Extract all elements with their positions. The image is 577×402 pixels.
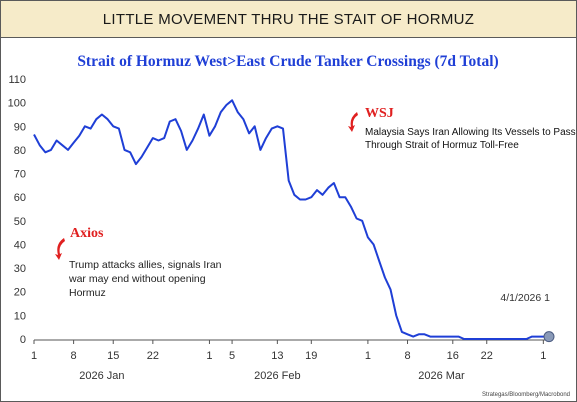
wsj-source-label: WSJ: [365, 106, 394, 121]
source-note: Strategas/Bloomberg/Macrobond: [482, 392, 570, 398]
page-header: LITTLE MOVEMENT THRU THE STAIT OF HORMUZ: [1, 1, 576, 38]
x-tick-label: 5: [229, 350, 235, 362]
x-month-label: 2026 Mar: [418, 370, 465, 382]
series-line-crossings: [33, 99, 549, 340]
x-tick-label: 15: [107, 350, 119, 362]
y-tick-label: 20: [14, 287, 26, 299]
wsj-arrow-icon: [348, 112, 358, 132]
last-point-label: 4/1/2026 1: [500, 292, 550, 304]
wsj-headline-line-1: Malaysia Says Iran Allowing Its Vessels …: [365, 127, 576, 138]
x-tick-label: 1: [31, 350, 37, 362]
axios-headline-line-3: Hormuz: [69, 287, 106, 299]
axios-headline-line-1: Trump attacks allies, signals Iran: [69, 259, 222, 271]
y-tick-label: 10: [14, 310, 26, 322]
x-tick-label: 8: [404, 350, 410, 362]
y-tick-label: 30: [14, 263, 26, 275]
y-tick-label: 80: [14, 145, 26, 157]
y-tick-label: 110: [8, 74, 26, 86]
y-tick-label: 100: [8, 98, 26, 110]
x-tick-label: 22: [147, 350, 159, 362]
axios-headline-line-2: war may end without opening: [68, 273, 206, 285]
axios-source-label: Axios: [70, 226, 104, 241]
x-tick-label: 13: [271, 350, 283, 362]
chart-title: Strait of Hormuz West>East Crude Tanker …: [77, 53, 498, 70]
x-tick-label: 1: [206, 350, 212, 362]
x-tick-label: 1: [365, 350, 371, 362]
x-tick-label: 22: [481, 350, 493, 362]
y-tick-label: 60: [14, 192, 26, 204]
wsj-annotation: WSJ Malaysia Says Iran Allowing Its Vess…: [348, 106, 576, 151]
wsj-headline-line-2: Through Strait of Hormuz Toll-Free: [365, 140, 519, 151]
axios-annotation: Axios Trump attacks allies, signals Iran…: [55, 226, 222, 299]
x-tick-label: 8: [71, 350, 77, 362]
x-month-label: 2026 Jan: [79, 370, 124, 382]
y-tick-label: 90: [14, 121, 26, 133]
x-tick-label: 19: [305, 350, 317, 362]
axios-arrow-icon: [55, 238, 65, 260]
y-axis: 0 10 20 30 40 50 60 70 80 90 100 110: [8, 74, 26, 346]
x-month-label: 2026 Feb: [254, 370, 300, 382]
y-tick-label: 0: [20, 334, 26, 346]
y-tick-label: 50: [14, 216, 26, 228]
x-tick-label: 16: [447, 350, 459, 362]
y-tick-label: 40: [14, 239, 26, 251]
x-tick-label: 1: [540, 350, 546, 362]
y-tick-label: 70: [14, 169, 26, 181]
last-point-marker: [543, 331, 555, 343]
